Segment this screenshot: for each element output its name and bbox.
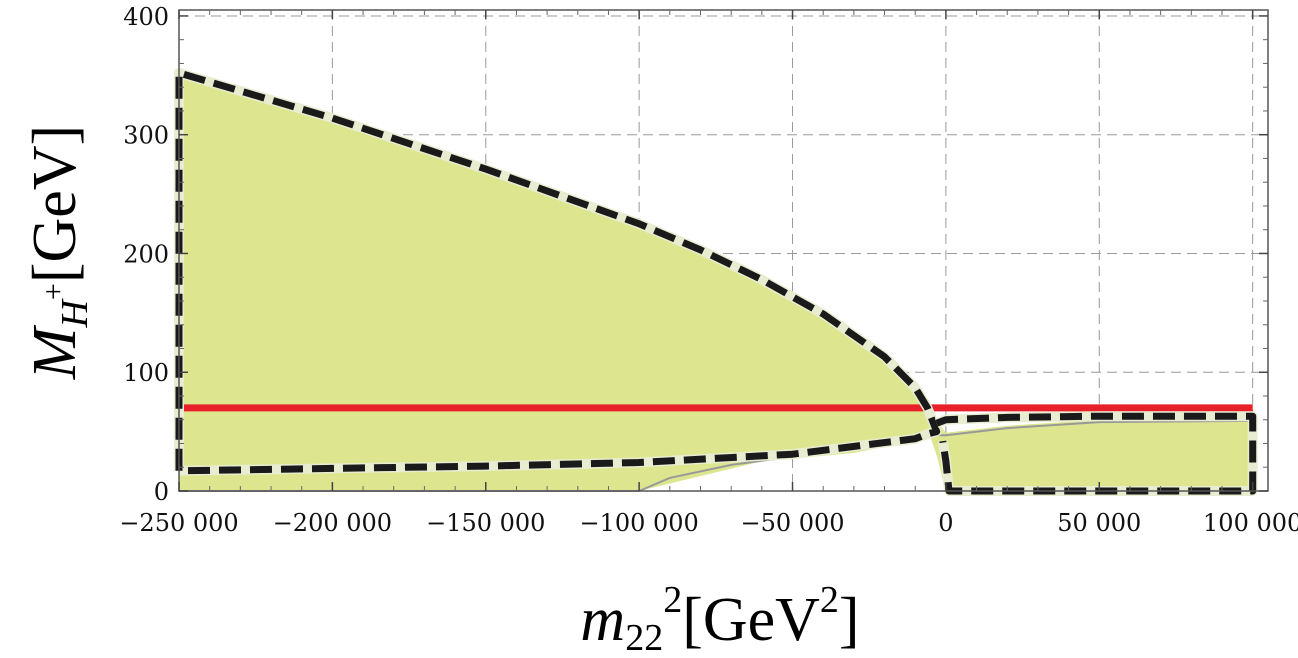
allowed-region-fill — [179, 72, 1253, 492]
x-tick-label: 50 000 — [1057, 509, 1141, 537]
x-tick-label: −250 000 — [119, 509, 238, 537]
x-tick-label: 0 — [938, 509, 953, 537]
y-tick-label: 200 — [123, 240, 169, 268]
x-tick-label: 100 000 — [1203, 509, 1298, 537]
dashed-boundary-right — [935, 412, 1257, 495]
x-tick-label: −50 000 — [740, 509, 844, 537]
x-axis-title: m222[GeV2] — [580, 579, 859, 658]
axis-ticks — [178, 10, 1268, 492]
y-tick-label: 400 — [123, 3, 169, 31]
x-tick-label: −200 000 — [273, 509, 392, 537]
plot-frame — [178, 9, 1269, 492]
y-axis-title: MH+[GeV] — [21, 125, 96, 380]
boundary-lines — [174, 67, 1258, 496]
y-tick-label: 0 — [154, 478, 169, 506]
y-tick-label: 100 — [123, 359, 169, 387]
x-tick-label: −150 000 — [426, 509, 545, 537]
dashed-boundary-main — [175, 69, 941, 475]
allowed-region — [179, 72, 1253, 492]
tick-labels: −250 000 −200 000 −150 000 −100 000 −50 000 0… — [119, 3, 1298, 537]
x-tick-label: −100 000 — [579, 509, 698, 537]
y-tick-label: 300 — [123, 122, 169, 150]
